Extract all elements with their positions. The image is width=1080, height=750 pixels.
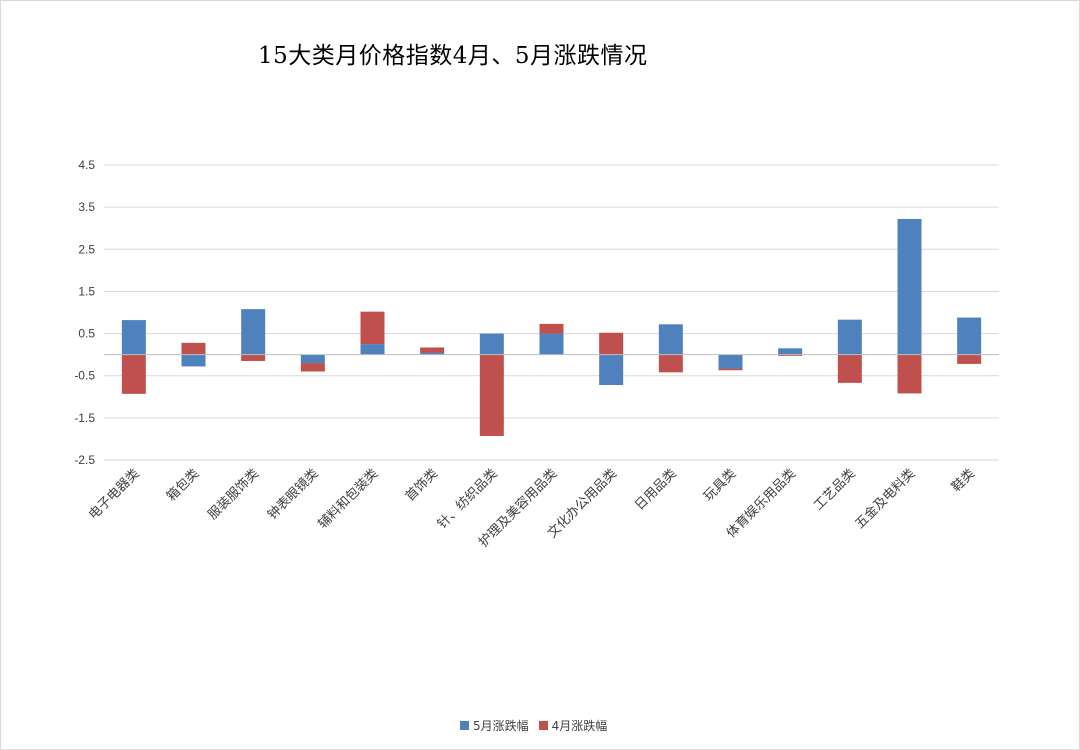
bar-may [539,333,564,355]
bar-may [121,320,146,355]
gridlines [104,164,999,461]
x-category-label: 日用品类 [632,466,679,513]
y-tick-label: -0.5 [74,369,95,383]
bar-may [957,317,982,355]
x-category-label: 五金及电料类 [852,466,918,532]
y-tick-label: 2.5 [78,242,95,256]
bar-april [778,354,803,356]
y-tick-label: -1.5 [74,411,95,425]
bar-may [837,319,862,355]
x-category-label: 玩具类 [701,466,739,504]
x-category-label: 针、纺织品类 [435,466,501,532]
bar-april [957,354,982,364]
bar-april [658,354,683,373]
y-tick-label: 0.5 [78,327,95,341]
legend-item-april: 4月涨跌幅 [538,717,608,734]
bar-april [479,354,504,436]
bar-april [181,342,206,355]
x-category-label: 工艺品类 [811,466,858,513]
y-tick-label: 1.5 [78,284,95,298]
bar-may [658,324,683,355]
bar-april [718,368,743,371]
bar-april [599,332,624,355]
bar-april [121,354,146,394]
bar-may [360,344,385,355]
x-category-label: 服装服饰类 [205,466,262,523]
legend-swatch-april [538,721,548,730]
x-category-label: 钟表眼镜类 [264,466,321,523]
x-category-label: 辅料和包装类 [316,466,382,532]
bar-april [241,354,266,361]
x-category-label: 箱包类 [163,466,202,505]
bar-april [420,347,445,353]
bar-may [897,218,922,355]
bar-may [718,354,743,369]
y-tick-label: -2.5 [74,453,95,467]
bar-may [479,333,504,355]
y-axis-ticks: 4.5 3.5 2.5 1.5 0.5 -0.5 -1.5 -2.5 [74,158,95,467]
bar-may [181,354,206,367]
chart-title: 15大类月价格指数4月、5月涨跌情况 [258,43,648,69]
bar-may [599,354,624,385]
bar-may [300,354,325,364]
x-category-label: 电子电器类 [86,466,143,523]
legend: 5月涨跌幅 4月涨跌幅 [460,717,607,734]
y-tick-label: 4.5 [78,158,95,172]
x-category-label: 首饰类 [403,466,441,504]
bars [121,218,982,436]
bar-april [300,363,325,372]
bar-april [897,354,922,394]
x-category-label: 鞋类 [948,466,978,496]
bar-april [360,311,385,345]
legend-label-may: 5月涨跌幅 [473,719,529,733]
legend-swatch-may [460,721,469,730]
legend-item-may: 5月涨跌幅 [460,717,529,734]
legend-label-april: 4月涨跌幅 [551,719,608,733]
bar-april [539,323,564,334]
bar-may [420,352,445,355]
y-tick-label: 3.5 [78,200,95,214]
bar-may [241,309,266,355]
bar-may [778,348,803,355]
bar-april [837,354,862,383]
